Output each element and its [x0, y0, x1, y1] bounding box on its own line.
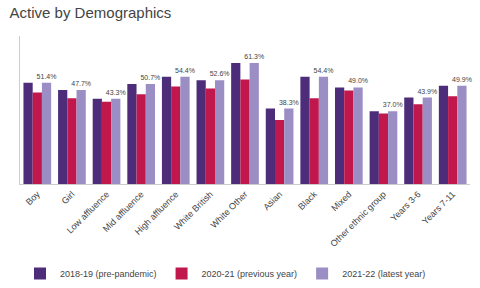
svg-text:43.9%: 43.9%: [417, 88, 437, 95]
svg-text:Mixed: Mixed: [329, 189, 353, 213]
svg-text:61.3%: 61.3%: [244, 53, 264, 60]
svg-text:47.7%: 47.7%: [71, 80, 91, 87]
svg-text:Other ethnic group: Other ethnic group: [328, 189, 388, 249]
svg-text:49.9%: 49.9%: [452, 76, 472, 83]
svg-text:Low affluence: Low affluence: [65, 189, 111, 235]
svg-text:54.4%: 54.4%: [175, 67, 195, 74]
svg-text:49.0%: 49.0%: [348, 77, 368, 84]
svg-text:43.3%: 43.3%: [106, 89, 126, 96]
svg-text:Boy: Boy: [24, 189, 42, 207]
svg-text:50.7%: 50.7%: [140, 74, 160, 81]
svg-text:Active by Demographics: Active by Demographics: [10, 4, 172, 21]
svg-text:37.0%: 37.0%: [383, 101, 403, 108]
svg-text:Years 3-6: Years 3-6: [389, 189, 423, 223]
svg-text:Girl: Girl: [60, 189, 77, 206]
svg-text:Asian: Asian: [261, 189, 284, 212]
svg-text:2020-21 (previous year): 2020-21 (previous year): [202, 269, 298, 279]
svg-text:38.3%: 38.3%: [279, 99, 299, 106]
svg-text:2021-22 (latest year): 2021-22 (latest year): [342, 269, 425, 279]
svg-text:High affluence: High affluence: [133, 189, 181, 237]
svg-text:2018-19 (pre-pandemic): 2018-19 (pre-pandemic): [60, 269, 157, 279]
svg-text:52.6%: 52.6%: [210, 70, 230, 77]
svg-text:Mid affluence: Mid affluence: [101, 189, 146, 234]
svg-text:Years 7-11: Years 7-11: [420, 189, 457, 226]
svg-text:Black: Black: [296, 189, 319, 212]
svg-text:White British: White British: [172, 189, 215, 232]
svg-text:51.4%: 51.4%: [37, 73, 57, 80]
svg-text:54.4%: 54.4%: [314, 67, 334, 74]
svg-text:White Other: White Other: [209, 189, 250, 230]
